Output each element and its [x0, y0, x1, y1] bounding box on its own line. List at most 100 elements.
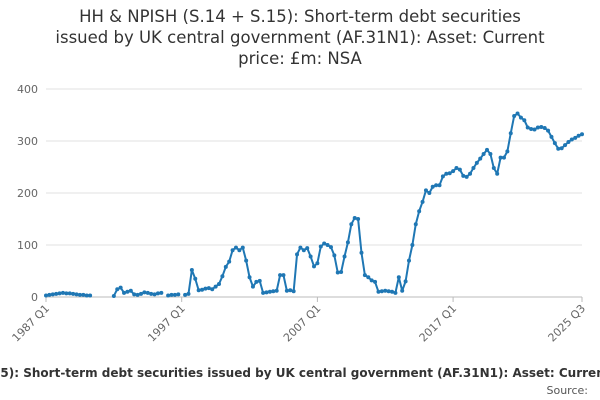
data-point[interactable] [485, 147, 490, 152]
data-point[interactable] [301, 248, 306, 253]
data-point[interactable] [335, 270, 340, 275]
data-point[interactable] [312, 264, 316, 269]
data-point[interactable] [159, 290, 164, 295]
data-point[interactable] [77, 292, 82, 297]
data-point[interactable] [464, 174, 469, 179]
data-point[interactable] [111, 293, 116, 298]
data-point[interactable] [427, 191, 432, 195]
data-point[interactable] [74, 292, 79, 297]
data-point[interactable] [383, 288, 388, 293]
data-point[interactable] [478, 156, 483, 161]
data-point[interactable] [457, 167, 462, 172]
data-point[interactable] [291, 289, 296, 294]
data-point[interactable] [60, 290, 65, 295]
data-point[interactable] [47, 292, 52, 297]
data-point[interactable] [393, 290, 398, 295]
data-point[interactable] [352, 215, 357, 220]
data-point[interactable] [193, 276, 198, 281]
data-point[interactable] [305, 246, 310, 251]
data-point[interactable] [413, 222, 418, 227]
data-point[interactable] [233, 245, 238, 250]
data-point[interactable] [166, 293, 171, 298]
data-point[interactable] [369, 278, 374, 283]
data-point[interactable] [172, 292, 177, 297]
data-point[interactable] [169, 292, 174, 297]
data-point[interactable] [200, 287, 205, 292]
data-point[interactable] [417, 209, 422, 214]
data-point[interactable] [559, 146, 564, 151]
data-point[interactable] [220, 274, 225, 279]
data-point[interactable] [81, 292, 86, 297]
data-point[interactable] [390, 289, 395, 294]
data-point[interactable] [505, 149, 510, 154]
data-point[interactable] [542, 126, 547, 130]
data-point[interactable] [213, 284, 218, 289]
data-point[interactable] [308, 254, 313, 259]
data-point[interactable] [54, 291, 59, 296]
data-point[interactable] [512, 114, 517, 119]
data-point[interactable] [217, 282, 222, 286]
data-point[interactable] [556, 146, 561, 151]
data-point[interactable] [278, 273, 283, 278]
data-point[interactable] [434, 183, 439, 188]
data-point[interactable] [569, 137, 574, 142]
data-point[interactable] [254, 279, 259, 284]
data-point[interactable] [495, 171, 500, 176]
data-point[interactable] [359, 250, 364, 255]
data-point[interactable] [322, 241, 327, 246]
data-point[interactable] [155, 291, 160, 296]
data-point[interactable] [64, 291, 69, 296]
data-point[interactable] [267, 289, 272, 294]
data-point[interactable] [366, 275, 371, 280]
data-point[interactable] [183, 292, 188, 297]
data-point[interactable] [379, 289, 384, 294]
data-point[interactable] [132, 292, 137, 297]
data-point[interactable] [549, 134, 554, 139]
data-point[interactable] [138, 291, 143, 296]
data-point[interactable] [298, 245, 303, 250]
data-point[interactable] [50, 292, 55, 297]
data-point[interactable] [152, 292, 157, 297]
data-point[interactable] [315, 261, 320, 266]
data-point[interactable] [515, 111, 520, 116]
data-point[interactable] [522, 118, 527, 123]
data-point[interactable] [115, 287, 120, 292]
data-point[interactable] [410, 243, 415, 247]
data-point[interactable] [186, 291, 191, 296]
data-point[interactable] [203, 286, 208, 291]
data-point[interactable] [468, 171, 473, 176]
data-point[interactable] [44, 293, 48, 298]
data-point[interactable] [498, 155, 503, 160]
data-point[interactable] [176, 292, 181, 297]
data-point[interactable] [240, 245, 245, 250]
data-point[interactable] [535, 125, 540, 130]
data-point[interactable] [529, 127, 534, 132]
data-point[interactable] [247, 275, 252, 280]
data-point[interactable] [362, 273, 367, 278]
data-point[interactable] [206, 286, 211, 291]
data-point[interactable] [451, 169, 456, 174]
data-point[interactable] [328, 245, 333, 250]
data-point[interactable] [142, 290, 147, 295]
data-point[interactable] [227, 259, 232, 264]
data-point[interactable] [281, 273, 286, 278]
data-point[interactable] [437, 183, 442, 188]
data-point[interactable] [261, 290, 266, 295]
data-point[interactable] [237, 248, 242, 253]
data-point[interactable] [532, 127, 537, 132]
data-point[interactable] [345, 240, 350, 245]
data-point[interactable] [396, 275, 401, 280]
data-point[interactable] [501, 155, 506, 160]
data-point[interactable] [196, 288, 201, 293]
data-point[interactable] [295, 252, 300, 257]
data-point[interactable] [356, 217, 361, 221]
data-point[interactable] [508, 131, 513, 136]
data-point[interactable] [420, 199, 425, 204]
data-point[interactable] [288, 288, 293, 293]
data-point[interactable] [481, 152, 486, 156]
data-point[interactable] [250, 284, 255, 289]
data-point[interactable] [430, 184, 435, 189]
data-point[interactable] [244, 258, 249, 263]
data-point[interactable] [274, 288, 279, 293]
data-point[interactable] [376, 289, 381, 294]
